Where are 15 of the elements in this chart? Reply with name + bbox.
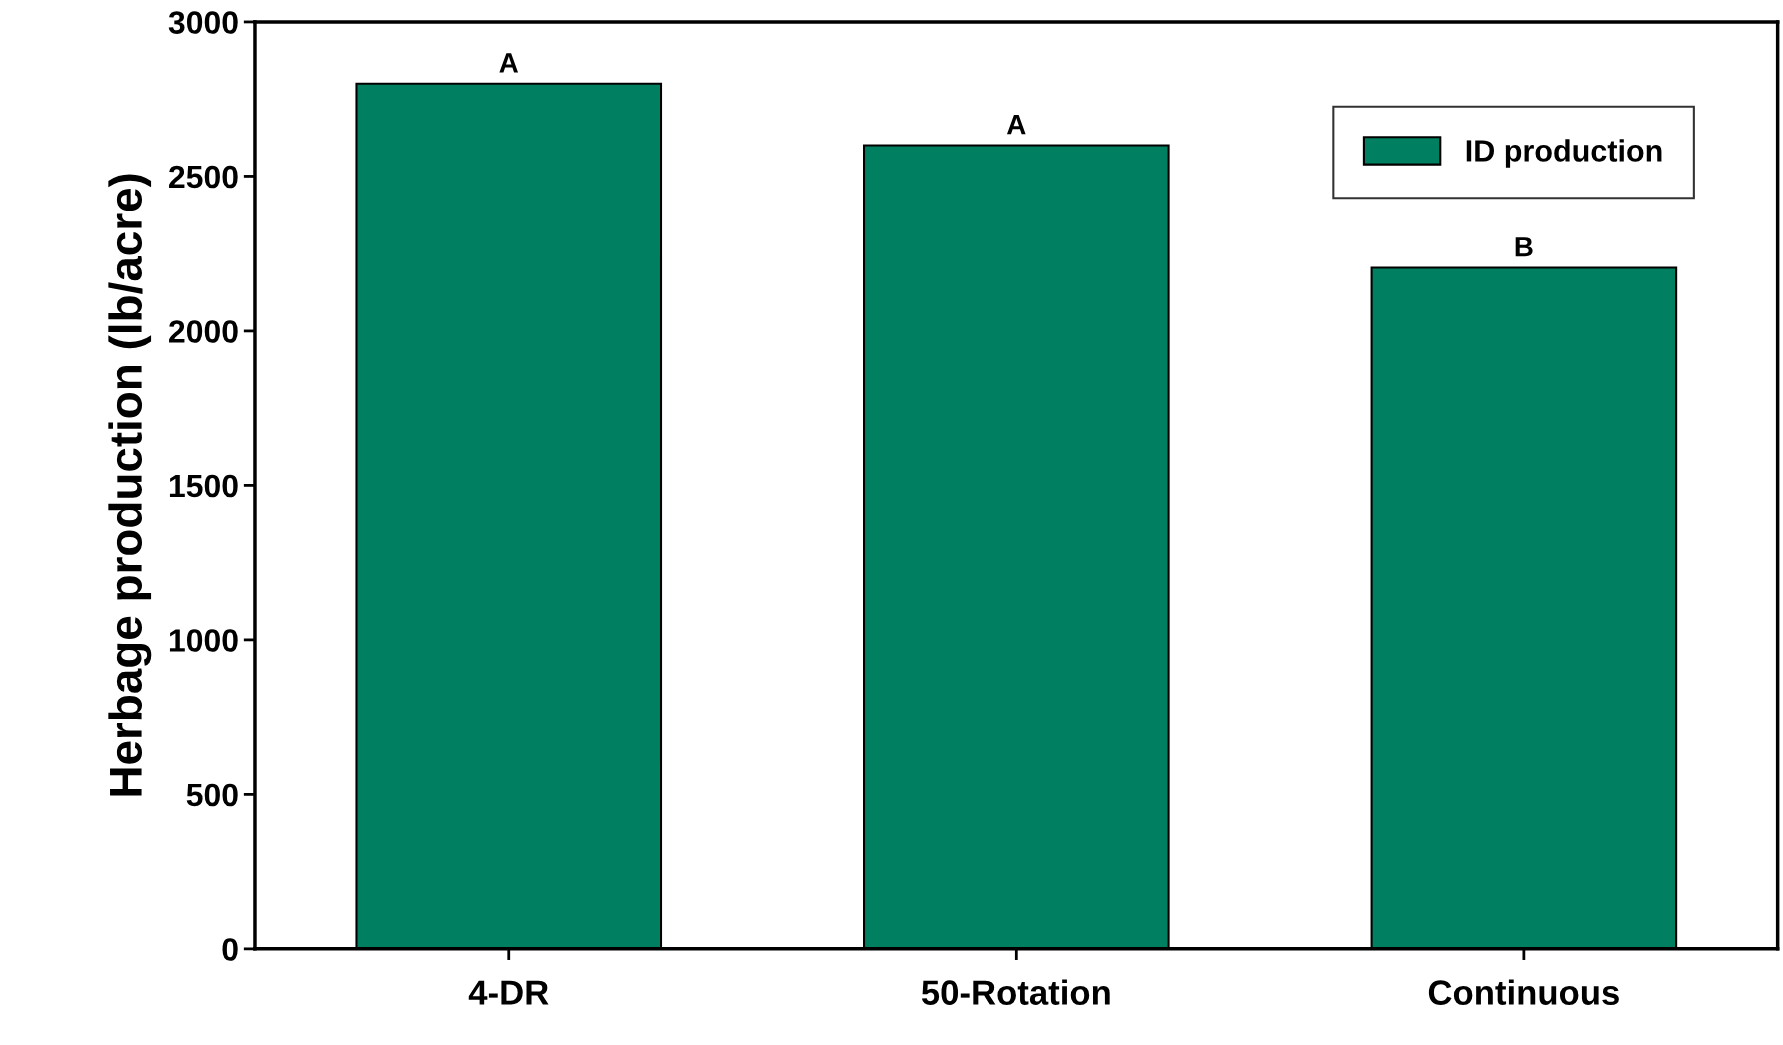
y-tick-label: 1000 <box>169 629 238 652</box>
y-tick-label: 3000 <box>168 11 238 34</box>
y-tick-label: 0 <box>222 938 238 961</box>
annotation: A <box>1006 115 1026 135</box>
legend-label: ID production <box>1466 139 1662 168</box>
x-tick-label: 50-Rotation <box>921 979 1110 1005</box>
y-axis-title: Herbage production (lb/acre) <box>108 174 152 796</box>
y-tick-label: 1500 <box>169 474 238 498</box>
y-tick-label: 2000 <box>169 320 238 343</box>
annotation: B <box>1515 237 1533 257</box>
x-tick-label: 4-DR <box>468 980 549 1005</box>
annotation: A <box>499 53 519 73</box>
y-tick-label: 500 <box>186 783 238 807</box>
x-tick-label: Continuous <box>1428 979 1619 1005</box>
y-tick-label: 2500 <box>169 165 238 189</box>
